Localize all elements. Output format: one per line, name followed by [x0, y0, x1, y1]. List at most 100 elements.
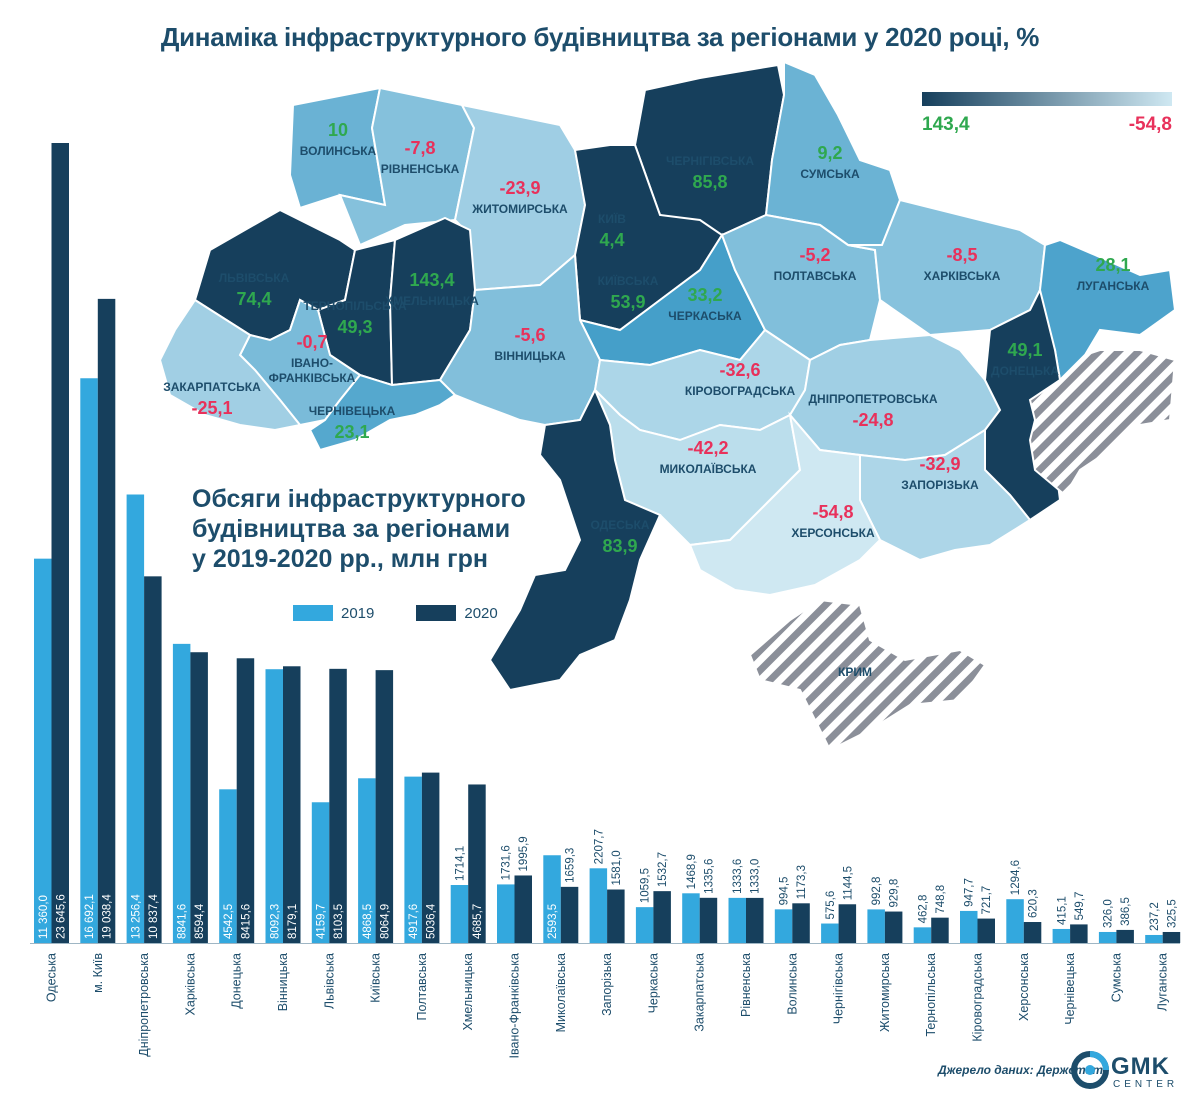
region-value: -8,5 [946, 245, 977, 265]
bar-2020 [97, 298, 116, 943]
bar-2020 [653, 891, 671, 943]
region-value: -5,2 [799, 245, 830, 265]
bar-value-label: 2207,7 [593, 829, 605, 864]
category-label: Донецька [230, 953, 244, 1009]
bar-value-label: 8179,1 [287, 904, 299, 939]
bar-2019 [589, 868, 608, 943]
category-label: Волинська [785, 953, 799, 1015]
region-label: ОДЕСЬКА [590, 518, 649, 532]
category-label: Чернігівська [832, 953, 846, 1024]
category-label: м. Київ [91, 953, 105, 993]
bar-value-label: 1335,6 [703, 859, 715, 894]
region-value: 33,2 [687, 285, 722, 305]
occupied-area [1028, 349, 1177, 497]
category-label: Полтавська [415, 953, 429, 1020]
bar-2019 [172, 643, 191, 943]
bar-value-label: 1059,5 [640, 868, 652, 903]
map-title: Динаміка інфраструктурного будівництва з… [160, 22, 1040, 52]
bar-value-label: 994,5 [779, 877, 791, 906]
bar-value-label: 929,8 [889, 879, 901, 908]
scale-min-label: 143,4 [922, 114, 970, 135]
bar-2020 [421, 772, 440, 943]
bar-2020 [699, 897, 718, 943]
category-label: Хмельницька [461, 953, 475, 1031]
region-label: СУМСЬКА [800, 167, 860, 181]
legend-label-2020: 2020 [464, 604, 498, 622]
bar-value-label: 8092,3 [269, 904, 281, 939]
bar-2020 [329, 668, 347, 943]
bar-2020 [236, 658, 255, 943]
region-value: 53,9 [610, 292, 645, 312]
bar-value-label: 2593,5 [547, 904, 559, 939]
category-label: Івано-Франківська [508, 953, 522, 1059]
bar-value-label: 325,5 [1166, 899, 1178, 928]
bar-2019 [1052, 928, 1071, 943]
region-label: ПОЛТАВСЬКА [774, 269, 857, 283]
bar-value-label: 326,0 [1103, 899, 1115, 928]
bar-value-label: 1532,7 [657, 852, 669, 887]
bar-value-label: 992,8 [871, 877, 883, 906]
bar-value-label: 5036,4 [426, 903, 438, 939]
bar-2019 [219, 789, 237, 943]
bar-value-label: 1995,9 [518, 836, 530, 871]
bar-2020 [1023, 922, 1042, 943]
bar-value-label: 23 645,6 [55, 894, 67, 939]
bar-2019 [913, 927, 932, 943]
bar-value-label: 8415,6 [240, 904, 252, 939]
bar-value-label: 1468,9 [686, 854, 698, 889]
region-label: КРИМ [838, 665, 872, 679]
category-label: Закарпатська [693, 953, 707, 1032]
logo-text: GMK [1111, 1053, 1170, 1080]
bar-value-label: 16 692,1 [84, 894, 96, 939]
bar-value-label: 10 837,4 [148, 894, 160, 939]
category-label: Сумська [1109, 953, 1123, 1002]
region-label: ВІННИЦЬКА [494, 349, 566, 363]
bar-2020 [607, 889, 625, 943]
bar-2020 [468, 784, 486, 943]
region-value: 83,9 [602, 536, 637, 556]
scale-max-label: -54,8 [1128, 114, 1172, 135]
bar-2020 [1070, 924, 1088, 943]
bar-2020 [792, 903, 810, 943]
bar-2019 [450, 885, 469, 943]
bar-value-label: 4542,5 [223, 904, 235, 939]
region-херсонська [688, 411, 882, 597]
bar-value-label: 4685,7 [472, 904, 484, 939]
bar-2019 [34, 558, 52, 943]
region-label: ЧЕРКАСЬКА [668, 309, 742, 323]
bar-2020 [514, 875, 532, 943]
bar-2020 [884, 911, 903, 943]
region-value: 23,1 [334, 422, 369, 442]
region-value: -32,6 [719, 360, 760, 380]
region-label: ЧЕРНІВЕЦЬКА [309, 404, 396, 418]
region-label: ЗАПОРІЗЬКА [901, 478, 979, 492]
bar-2020 [1162, 931, 1181, 943]
bar-value-label: 8594,4 [194, 903, 206, 939]
category-label: Вінницька [276, 953, 290, 1011]
bar-2020 [375, 670, 394, 943]
region-value: 143,4 [409, 270, 454, 290]
category-label: Херсонська [1017, 953, 1031, 1021]
region-label: ЗАКАРПАТСЬКА [163, 380, 261, 394]
bar-2019 [1098, 931, 1117, 943]
bar-2020 [560, 886, 579, 943]
bar-2020 [51, 143, 69, 943]
bar-value-label: 237,2 [1149, 902, 1161, 931]
region-label: МИКОЛАЇВСЬКА [660, 461, 757, 476]
bar-value-label: 1173,3 [796, 865, 808, 899]
category-label: Дніпропетровська [137, 953, 151, 1057]
bar-value-label: 415,1 [1056, 896, 1068, 925]
category-label: Одеська [45, 953, 59, 1002]
legend-swatch-2020 [416, 605, 457, 622]
bar-2020 [746, 897, 764, 943]
region-label: ВОЛИНСЬКА [300, 144, 377, 158]
region-value: 4,4 [599, 230, 624, 250]
bar-value-label: 947,7 [964, 878, 976, 907]
category-label: Тернопільська [924, 953, 938, 1037]
chart-title: Обсяги інфраструктурного будівництва за … [192, 484, 532, 574]
category-label: Київська [369, 953, 383, 1003]
ukraine-map: ВОЛИНСЬКА 10 РІВНЕНСЬКА -7,8 ЖИТОМИРСЬКА -23,… [158, 60, 1177, 752]
bar-2019 [635, 907, 654, 943]
region-label: ДОНЕЦЬКА [991, 364, 1059, 378]
bar-2019 [543, 855, 561, 943]
